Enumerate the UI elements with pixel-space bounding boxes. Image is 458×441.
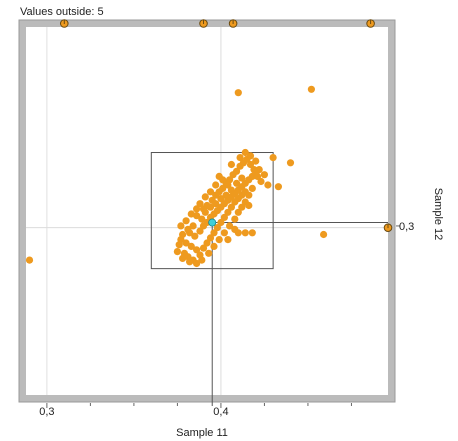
data-point (246, 160, 255, 169)
data-point (231, 225, 239, 233)
data-point (220, 213, 228, 221)
data-point (186, 258, 194, 266)
data-point (255, 166, 263, 174)
data-point (238, 203, 246, 211)
data-point (286, 159, 295, 167)
data-point (201, 193, 209, 201)
data-point (215, 172, 223, 180)
data-point (245, 191, 253, 199)
data-point (231, 215, 239, 223)
data-point (212, 200, 220, 208)
data-point (184, 225, 192, 233)
data-point (236, 154, 244, 162)
data-point (182, 239, 190, 247)
data-point (238, 174, 246, 182)
data-point (199, 244, 208, 252)
data-point (193, 259, 201, 268)
data-point (210, 229, 218, 237)
data-point (226, 222, 234, 230)
data-point (177, 222, 185, 230)
data-point (25, 256, 34, 264)
data-point (196, 200, 204, 208)
chart-title: Values outside: 5 (20, 6, 104, 18)
data-point (206, 188, 215, 196)
data-point (210, 242, 218, 250)
data-point (260, 171, 268, 179)
data-point (175, 241, 183, 249)
data-point (227, 203, 235, 211)
data-point (219, 184, 227, 192)
zoom-box[interactable] (150, 152, 274, 270)
selected-point (208, 218, 217, 227)
data-point (189, 222, 197, 230)
data-point (224, 181, 232, 189)
data-point (252, 157, 260, 165)
data-point (224, 236, 232, 244)
data-point (205, 249, 213, 257)
data-point (193, 246, 201, 254)
y-tick-label: 0,3 (399, 221, 414, 233)
data-point (227, 186, 235, 194)
data-point (222, 191, 230, 199)
data-point (320, 230, 328, 239)
data-point (193, 205, 201, 213)
data-point (250, 166, 258, 174)
data-point (269, 154, 277, 162)
data-point (241, 148, 249, 157)
data-point (307, 85, 315, 93)
data-point (217, 218, 225, 227)
data-point (257, 177, 265, 186)
data-point (234, 89, 242, 97)
data-point (234, 208, 242, 216)
data-point (179, 230, 187, 239)
data-point (198, 256, 206, 264)
zoom-rectangle (150, 152, 274, 270)
data-point (224, 208, 232, 216)
data-point (173, 248, 181, 256)
data-point (274, 183, 282, 191)
data-point (198, 215, 206, 223)
data-points[interactable] (25, 85, 328, 268)
data-point (246, 152, 255, 160)
x-axis-label: Sample 11 (176, 427, 228, 439)
data-point (241, 229, 249, 237)
y-axis-label: Sample 12 (432, 188, 444, 241)
data-point (227, 160, 235, 169)
data-point (212, 181, 220, 189)
data-point (201, 208, 209, 216)
data-point (182, 217, 190, 225)
data-point (203, 239, 211, 247)
outside-markers (59, 19, 393, 232)
data-point (191, 232, 199, 240)
x-tick-label: 0,4 (213, 406, 228, 418)
plot-frame (18, 19, 396, 403)
data-point (187, 242, 195, 250)
data-point (196, 227, 204, 235)
data-point (253, 172, 262, 180)
data-point (187, 210, 195, 218)
data-point (220, 229, 228, 237)
data-point (233, 179, 241, 187)
axis-ticks: 0,3 0,4 0,3 (39, 221, 414, 418)
x-tick-label: 0,3 (39, 406, 54, 418)
data-point (206, 203, 215, 211)
data-point (245, 201, 253, 210)
data-point (233, 167, 241, 175)
data-point (206, 234, 215, 242)
data-point (264, 181, 272, 189)
data-point (248, 229, 256, 237)
data-point (215, 236, 223, 244)
data-point (213, 224, 221, 232)
data-point (248, 184, 256, 192)
data-point (217, 195, 225, 203)
data-point (179, 254, 187, 262)
